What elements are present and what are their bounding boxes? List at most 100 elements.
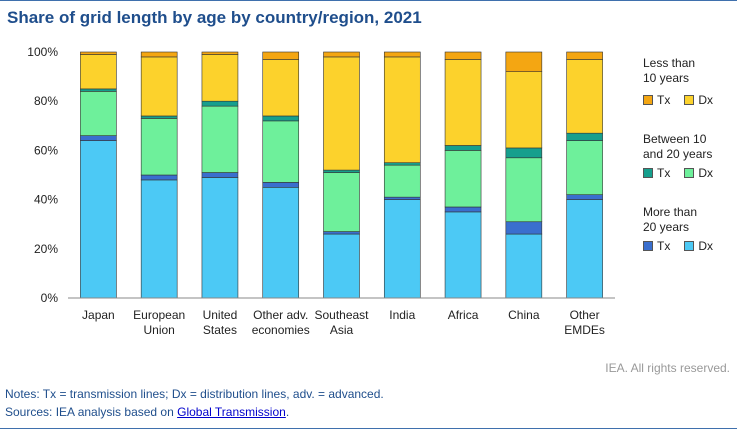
bar-segment xyxy=(323,233,360,299)
bar-segment xyxy=(262,120,300,183)
y-tick-label: 80% xyxy=(34,94,58,108)
x-tick-label: Other xyxy=(570,308,600,322)
legend-swatch-lt10-tx xyxy=(643,95,653,105)
legend-heading-10to20-line1: Between 10 xyxy=(643,132,707,146)
x-tick-label: India xyxy=(389,308,415,322)
x-tick-label: European xyxy=(133,308,185,322)
sources-suffix: . xyxy=(285,405,290,419)
notes-text: Notes: Tx = transmission lines; Dx = dis… xyxy=(5,387,384,401)
legend-heading-gt20-line2: 20 years xyxy=(643,220,690,234)
bar-segment xyxy=(383,51,421,58)
bar-segment xyxy=(201,172,239,178)
bar-segment xyxy=(323,231,360,235)
bar-segment xyxy=(444,59,482,146)
legend-label-10to20-dx: Dx xyxy=(698,166,714,180)
bar-segment xyxy=(566,194,603,200)
x-tick-label: United xyxy=(203,308,238,322)
x-tick-label: Southeast xyxy=(314,308,369,322)
bar-segment xyxy=(262,182,300,188)
bar-segment xyxy=(505,147,543,159)
legend-heading-lt10-line2: 10 years xyxy=(643,71,690,85)
x-tick-label: Africa xyxy=(448,308,479,322)
x-tick-label: States xyxy=(203,323,237,337)
bar-segment xyxy=(444,150,482,208)
legend-label-lt10-dx: Dx xyxy=(698,93,714,107)
bar-segment xyxy=(383,196,421,200)
legend-row-lt10: Tx Dx xyxy=(643,93,727,107)
bar-segment xyxy=(444,206,482,213)
legend-label-gt20-dx: Dx xyxy=(698,239,714,253)
bar-segment xyxy=(201,51,239,55)
x-tick-label: Asia xyxy=(330,323,354,337)
bar-segment xyxy=(80,91,117,136)
legend-swatch-10to20-tx xyxy=(643,168,653,178)
credit-text: IEA. All rights reserved. xyxy=(605,361,730,375)
sources-link[interactable]: Global Transmission xyxy=(177,405,286,419)
legend-swatch-10to20-dx xyxy=(684,168,695,178)
bar-segment xyxy=(80,140,117,299)
bottom-rule xyxy=(0,428,737,429)
bar-segment xyxy=(140,118,178,176)
legend-row-gt20: Tx Dx xyxy=(643,239,727,253)
bar-segment xyxy=(566,59,603,134)
bar-segment xyxy=(140,56,178,117)
legend-heading-gt20-line1: More than xyxy=(643,205,698,219)
y-tick-label: 0% xyxy=(41,291,59,305)
bar-segment xyxy=(566,51,603,60)
x-tick-label: Other adv. xyxy=(253,308,308,322)
bar-segment xyxy=(140,174,178,181)
bar-segment xyxy=(80,135,117,141)
bar-segment xyxy=(140,115,178,119)
bar-segment xyxy=(140,179,178,299)
bar-segment xyxy=(262,187,300,299)
x-tick-label: Union xyxy=(143,323,174,337)
bar-segment xyxy=(383,199,421,299)
y-tick-label: 100% xyxy=(27,45,58,59)
legend-swatch-lt10-dx xyxy=(684,95,695,105)
bar-segment xyxy=(201,177,239,299)
bar-segment xyxy=(262,51,300,60)
y-tick-label: 40% xyxy=(34,193,58,207)
x-tick-label: EMDEs xyxy=(564,323,605,337)
bar-segment xyxy=(566,132,603,141)
legend-heading-lt10-line1: Less than xyxy=(643,56,696,70)
bar-segment xyxy=(80,54,117,90)
bar-segment xyxy=(262,59,300,117)
bar-segment xyxy=(383,56,421,163)
bar-segment xyxy=(505,233,543,299)
bar-segment xyxy=(505,71,543,149)
x-tick-label: economies xyxy=(252,323,310,337)
bar-segment xyxy=(505,221,543,235)
legend-swatch-gt20-tx xyxy=(643,241,653,251)
bar-segment xyxy=(80,51,117,55)
legend-label-gt20-tx: Tx xyxy=(657,239,671,253)
bar-segment xyxy=(140,51,178,58)
legend-heading-10to20-line2: and 20 years xyxy=(643,147,713,161)
bar-segment xyxy=(323,51,360,58)
bar-segment xyxy=(444,145,482,151)
bar-segment xyxy=(505,157,543,223)
legend-label-lt10-tx: Tx xyxy=(657,93,671,107)
bar-segment xyxy=(444,211,482,299)
bar-segment xyxy=(566,199,603,299)
bar-segment xyxy=(323,56,360,171)
bar-segment xyxy=(323,169,360,173)
bar-segment xyxy=(201,54,239,102)
y-tick-label: 20% xyxy=(34,242,58,256)
bar-segment xyxy=(383,162,421,166)
legend-label-10to20-tx: Tx xyxy=(657,166,671,180)
x-tick-label: Japan xyxy=(82,308,115,322)
sources-line: Sources: IEA analysis based on Global Tr… xyxy=(5,405,289,419)
bar-segment xyxy=(323,172,360,232)
bar-segment xyxy=(566,140,603,195)
x-tick-label: China xyxy=(508,308,540,322)
bar-segment xyxy=(201,100,239,107)
bar-segment xyxy=(262,115,300,122)
bar-segment xyxy=(444,51,482,60)
y-tick-label: 60% xyxy=(34,143,58,157)
bar-segment xyxy=(201,105,239,173)
bar-segment xyxy=(505,51,543,72)
bar-segment xyxy=(80,88,117,92)
bar-segment xyxy=(383,164,421,198)
